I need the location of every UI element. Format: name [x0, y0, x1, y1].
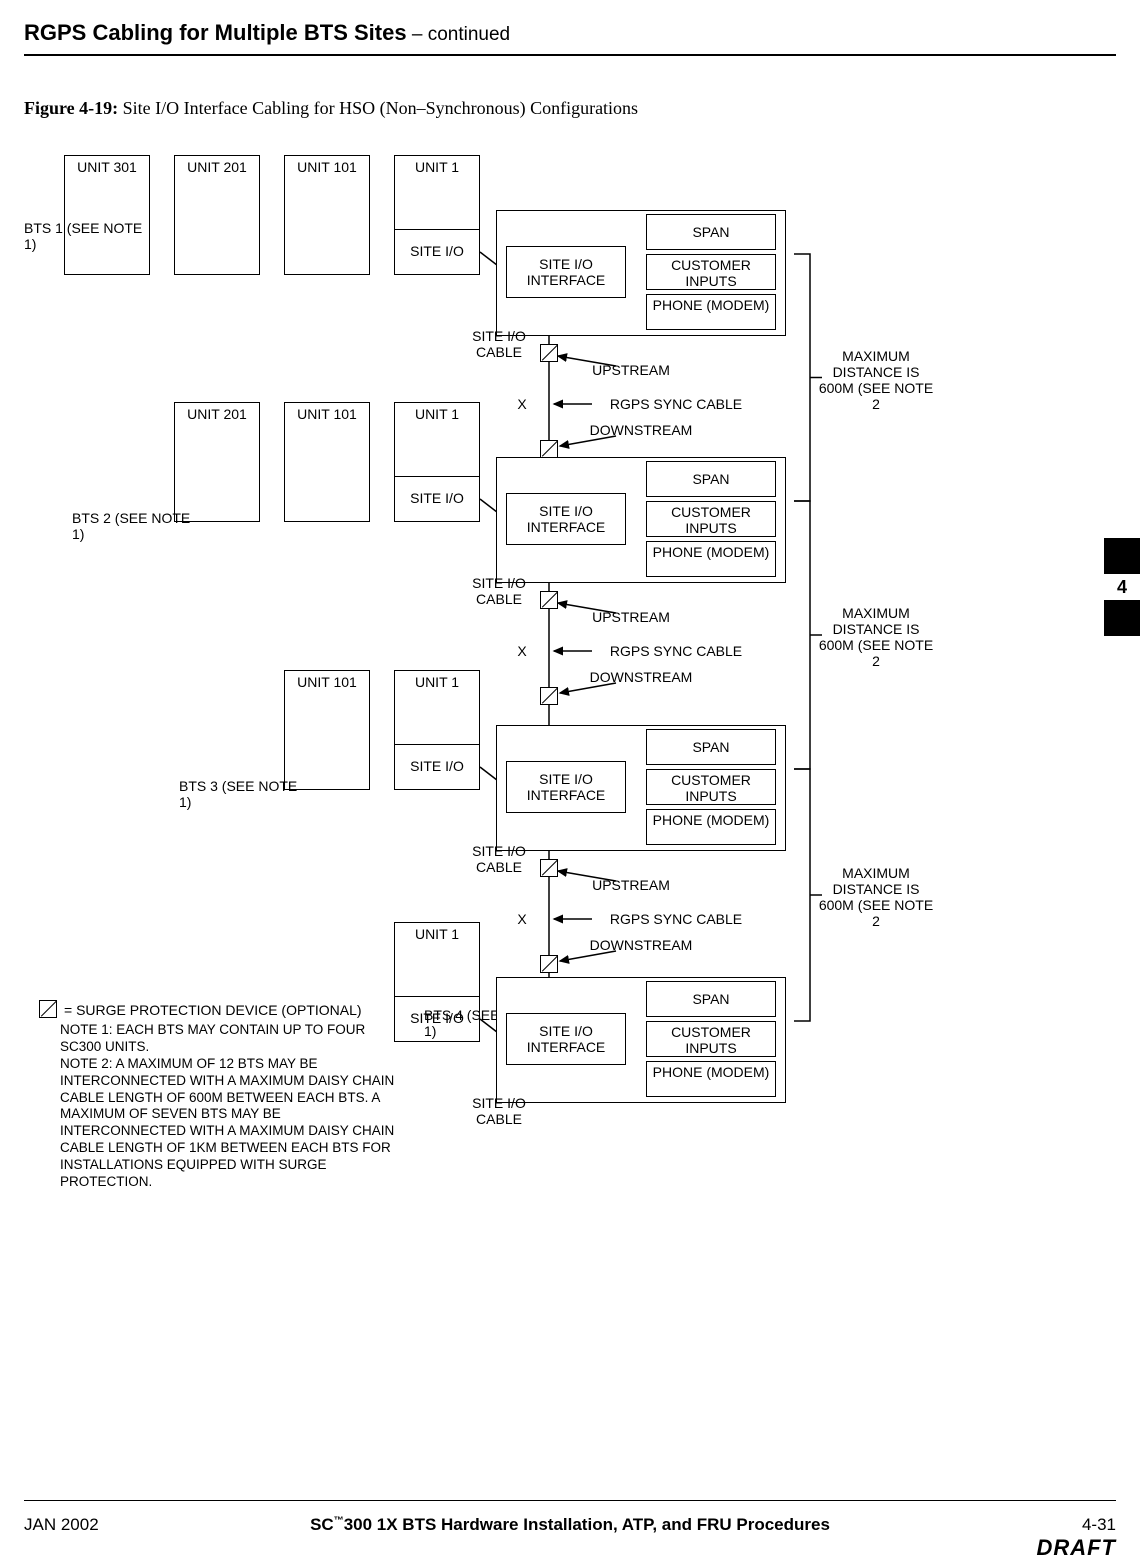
unit-label: UNIT 201 — [174, 406, 260, 422]
notes-text: NOTE 1: EACH BTS MAY CONTAIN UP TO FOUR … — [60, 1022, 410, 1191]
surge-legend-text: = SURGE PROTECTION DEVICE (OPTIONAL) — [64, 1002, 404, 1018]
unit-label: UNIT 101 — [284, 159, 370, 175]
surge-icon — [540, 955, 558, 973]
siteio-interface-label: SITE I/O INTERFACE — [506, 771, 626, 803]
bts-label: BTS 3 (SEE NOTE 1) — [179, 778, 309, 810]
upstream-label: UPSTREAM — [576, 609, 686, 625]
device-label: SPAN — [646, 991, 776, 1007]
siteio-cable-label: SITE I/O CABLE — [454, 843, 544, 875]
device-label: CUSTOMER INPUTS — [646, 772, 776, 804]
unit-label: UNIT 101 — [284, 406, 370, 422]
diagram: UNIT 301 UNIT 201 UNIT 101 UNIT 1 SITE I/O BT… — [24, 140, 1116, 1360]
unit-label: UNIT 1 — [394, 406, 480, 422]
unit-label: UNIT 1 — [394, 159, 480, 175]
x-label: X — [512, 911, 532, 927]
siteio-interface-label: SITE I/O INTERFACE — [506, 503, 626, 535]
downstream-label: DOWNSTREAM — [576, 937, 706, 953]
title-main: RGPS Cabling for Multiple BTS Sites — [24, 20, 407, 45]
surge-icon — [540, 859, 558, 877]
surge-icon — [540, 591, 558, 609]
device-label: CUSTOMER INPUTS — [646, 257, 776, 289]
surge-icon — [540, 687, 558, 705]
device-label: PHONE (MODEM) — [646, 297, 776, 313]
rgps-sync-label: RGPS SYNC CABLE — [596, 643, 756, 659]
unit-label: UNIT 1 — [394, 674, 480, 690]
surge-icon — [540, 344, 558, 362]
unit-label: UNIT 201 — [174, 159, 260, 175]
bts-label: BTS 1 (SEE NOTE 1) — [24, 220, 154, 252]
max-distance-label: MAXIMUM DISTANCE IS 600M (SEE NOTE 2 — [816, 605, 936, 669]
device-label: CUSTOMER INPUTS — [646, 1024, 776, 1056]
device-label: PHONE (MODEM) — [646, 544, 776, 560]
rgps-sync-label: RGPS SYNC CABLE — [596, 396, 756, 412]
siteio-label: SITE I/O — [394, 758, 480, 774]
siteio-label: SITE I/O — [394, 490, 480, 506]
max-distance-label: MAXIMUM DISTANCE IS 600M (SEE NOTE 2 — [816, 865, 936, 929]
bts-label: BTS 2 (SEE NOTE 1) — [72, 510, 202, 542]
unit-label: UNIT 301 — [64, 159, 150, 175]
upstream-label: UPSTREAM — [576, 877, 686, 893]
max-distance-label: MAXIMUM DISTANCE IS 600M (SEE NOTE 2 — [816, 348, 936, 412]
siteio-interface-label: SITE I/O INTERFACE — [506, 1023, 626, 1055]
footer-rule — [24, 1500, 1116, 1501]
rgps-sync-label: RGPS SYNC CABLE — [596, 911, 756, 927]
surge-legend-icon — [39, 1000, 57, 1018]
device-label: CUSTOMER INPUTS — [646, 504, 776, 536]
footer-title: SC™300 1X BTS Hardware Installation, ATP… — [0, 1515, 1140, 1535]
downstream-label: DOWNSTREAM — [576, 422, 706, 438]
downstream-label: DOWNSTREAM — [576, 669, 706, 685]
title-rule — [24, 54, 1116, 56]
x-label: X — [512, 643, 532, 659]
unit-label: UNIT 101 — [284, 674, 370, 690]
siteio-interface-label: SITE I/O INTERFACE — [506, 256, 626, 288]
unit-label: UNIT 1 — [394, 926, 480, 942]
siteio-cable-label: SITE I/O CABLE — [454, 575, 544, 607]
device-label: PHONE (MODEM) — [646, 812, 776, 828]
siteio-cable-label: SITE I/O CABLE — [454, 328, 544, 360]
footer-page: 4-31 — [1082, 1515, 1116, 1535]
surge-icon — [540, 440, 558, 458]
x-label: X — [512, 396, 532, 412]
title-cont: – continued — [407, 24, 511, 45]
page-title: RGPS Cabling for Multiple BTS Sites – co… — [24, 20, 510, 46]
device-label: SPAN — [646, 471, 776, 487]
figure-number: Figure 4-19: — [24, 98, 118, 118]
device-label: SPAN — [646, 739, 776, 755]
device-label: PHONE (MODEM) — [646, 1064, 776, 1080]
figure-caption: Figure 4-19: Site I/O Interface Cabling … — [24, 98, 638, 119]
siteio-label: SITE I/O — [394, 243, 480, 259]
device-label: SPAN — [646, 224, 776, 240]
upstream-label: UPSTREAM — [576, 362, 686, 378]
figure-title: Site I/O Interface Cabling for HSO (Non–… — [118, 98, 638, 118]
draft-watermark: DRAFT — [1036, 1535, 1116, 1561]
siteio-cable-label: SITE I/O CABLE — [454, 1095, 544, 1127]
